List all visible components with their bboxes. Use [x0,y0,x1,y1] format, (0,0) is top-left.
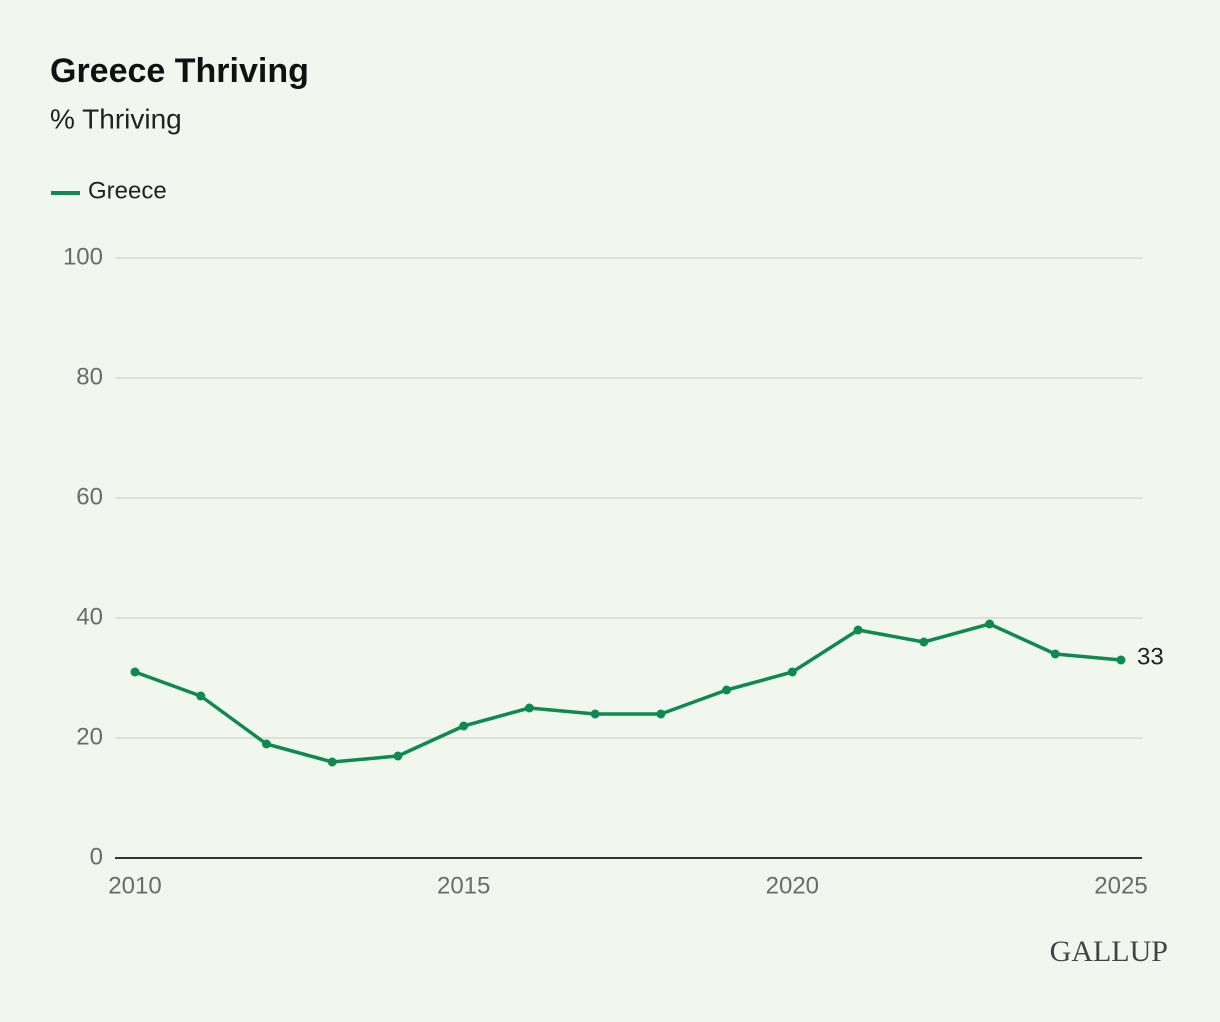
data-point [656,709,666,719]
data-point [853,625,863,635]
chart-subtitle: % Thriving [50,103,182,134]
data-point [459,721,469,731]
data-point [196,691,206,701]
y-tick-label: 20 [76,723,103,750]
branding: GALLUP [1050,935,1168,968]
data-point [1050,649,1060,659]
data-point [722,685,732,695]
data-point [985,619,995,629]
data-point [130,667,140,677]
x-tick-label: 2015 [437,872,490,899]
data-point [524,703,534,713]
data-point [590,709,600,719]
legend-label: Greece [88,177,167,204]
data-point [261,739,271,749]
data-point [787,667,797,677]
data-point [919,637,929,647]
chart-title: Greece Thriving [50,52,309,90]
data-point [1116,655,1126,665]
y-tick-label: 80 [76,363,103,390]
data-point [327,757,337,767]
y-tick-label: 100 [63,243,103,270]
y-tick-label: 0 [90,843,103,870]
series-line [134,622,1122,764]
data-point [393,751,403,761]
y-tick-label: 40 [76,603,103,630]
x-tick-label: 2010 [108,872,161,899]
data-label: 33 [1137,643,1164,670]
x-tick-label: 2020 [766,872,819,899]
x-tick-label: 2025 [1094,872,1147,899]
y-tick-label: 60 [76,483,103,510]
